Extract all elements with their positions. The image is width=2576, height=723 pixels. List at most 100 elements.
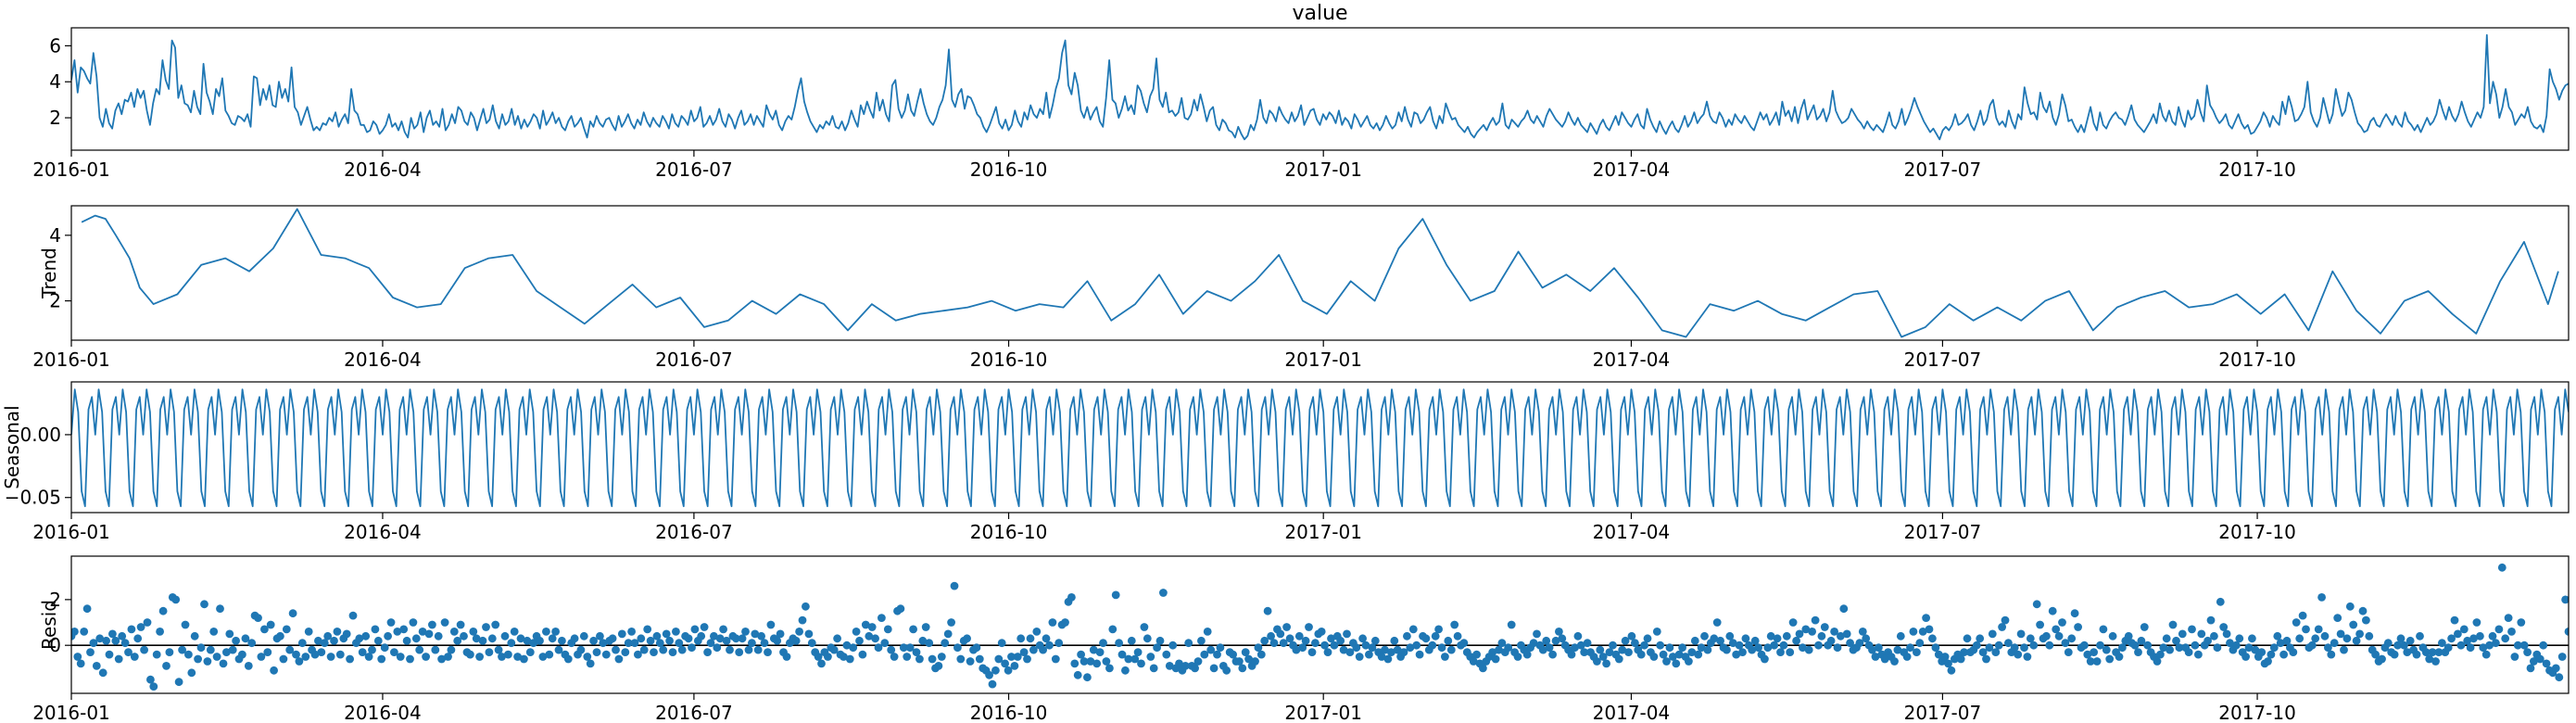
resid-point [703, 648, 712, 656]
resid-point [2421, 648, 2431, 656]
resid-point [2513, 641, 2522, 650]
resid-point [1858, 628, 1867, 636]
resid-point [551, 628, 560, 636]
resid-point [1168, 641, 1178, 650]
resid-point [428, 620, 436, 629]
plot-area [71, 563, 2569, 691]
resid-point [86, 648, 95, 656]
resid-point [171, 595, 181, 604]
observed-panel: value 2 4 6 2016-01 2016-04 2016-07 2016-10 2017… [32, 2, 2570, 181]
resid-point [1105, 664, 1114, 673]
resid-point [1428, 641, 1437, 650]
resid-point [2488, 631, 2497, 641]
resid-point [1931, 643, 1940, 653]
resid-point [1159, 589, 1168, 597]
resid-point [516, 634, 525, 643]
x-tick-label: 2017-07 [1904, 521, 1982, 543]
resid-point [529, 639, 538, 648]
resid-point [178, 645, 187, 654]
resid-point [2130, 641, 2140, 650]
resid-point [288, 609, 297, 618]
resid-point [2036, 620, 2045, 629]
resid-point [373, 636, 383, 645]
resid-point [120, 639, 130, 648]
resid-point [1406, 643, 1415, 653]
resid-point [1019, 648, 1029, 656]
resid-point [1830, 628, 1838, 636]
resid-point [124, 648, 133, 656]
resid-point [1244, 654, 1253, 664]
resid-point [744, 645, 753, 654]
resid-point [563, 654, 573, 664]
resid-point [1542, 636, 1551, 645]
resid-point [1529, 639, 1538, 648]
resid-point [558, 636, 566, 645]
x-tick-label: 2017-04 [1593, 159, 1671, 181]
resid-point [1070, 659, 1080, 668]
resid-point [368, 645, 376, 654]
resid-point [2010, 643, 2019, 653]
resid-point [342, 629, 351, 639]
resid-point [586, 659, 595, 668]
resid-point [418, 628, 427, 636]
resid-point [2162, 634, 2171, 643]
resid-point [82, 604, 92, 614]
resid-point [487, 634, 497, 643]
resid-point [2061, 639, 2070, 648]
resid-point [994, 654, 1004, 664]
resid-point [554, 645, 563, 654]
resid-point [1004, 666, 1013, 675]
resid-point [1906, 643, 1914, 653]
resid-point [482, 623, 490, 631]
resid-point [829, 645, 839, 654]
resid-point [1298, 643, 1307, 653]
resid-point [317, 648, 326, 656]
resid-point [292, 650, 300, 659]
resid-point [2485, 641, 2494, 650]
resid-point [1441, 653, 1449, 661]
resid-point [1007, 653, 1016, 661]
resid-point [402, 636, 411, 645]
resid-point [1320, 641, 1329, 650]
resid-point [887, 645, 896, 654]
resid-point [2561, 595, 2569, 604]
resid-point [2340, 645, 2348, 654]
resid-point [1994, 641, 2003, 650]
resid-point [2052, 625, 2061, 634]
resid-point [475, 653, 484, 661]
resid-point [748, 639, 756, 648]
resid-point [2507, 628, 2516, 636]
resid-point [579, 631, 588, 641]
resid-point [1307, 648, 1317, 656]
resid-point [1121, 666, 1130, 675]
resid-point [880, 639, 890, 648]
resid-point [1491, 654, 1500, 664]
resid-point [2314, 625, 2323, 634]
resid-point [934, 662, 943, 670]
resid-point [2472, 618, 2481, 627]
resid-point [411, 634, 421, 643]
resid-point [244, 662, 253, 670]
resid-point [874, 643, 883, 653]
resid-point [855, 636, 864, 645]
resid-point [434, 631, 443, 641]
resid-point [348, 611, 358, 620]
y-tick-label: 2 [49, 290, 61, 312]
resid-point [2203, 636, 2213, 645]
resid-point [2289, 648, 2298, 656]
resid-point [2001, 615, 2010, 625]
resid-point [637, 634, 646, 643]
resid-point [406, 654, 414, 664]
resid-point [1602, 659, 1610, 668]
resid-point [2403, 648, 2412, 656]
resid-point [2479, 643, 2488, 653]
resid-point [1890, 657, 1899, 666]
resid-point [630, 639, 639, 648]
x-tick-label: 2017-10 [2218, 521, 2296, 543]
resid-point [652, 631, 662, 641]
resid-point [1596, 645, 1605, 654]
resid-point [1067, 593, 1076, 602]
resid-point [890, 653, 899, 661]
resid-point [2333, 614, 2342, 622]
